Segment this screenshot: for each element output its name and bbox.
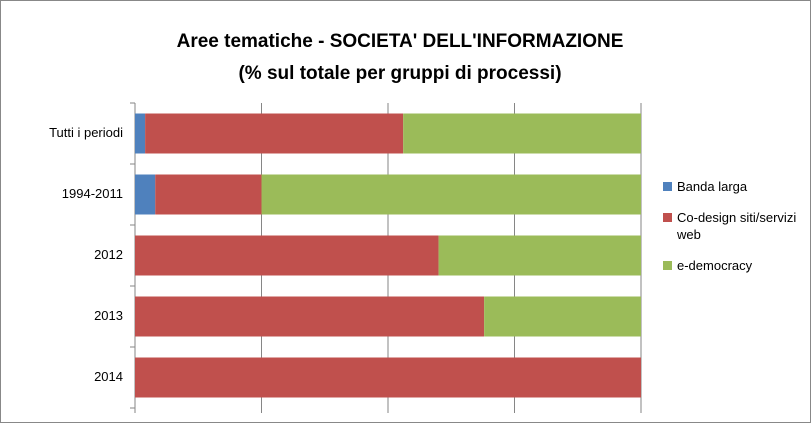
y-tick-label: 1994-2011 — [62, 186, 123, 201]
bar-segment — [135, 113, 146, 154]
y-tick-label: Tutti i periodi — [49, 125, 123, 140]
bar-segment — [261, 174, 641, 215]
legend-swatch — [663, 182, 672, 191]
chart-title: Aree tematiche - SOCIETA' DELL'INFORMAZI… — [177, 31, 624, 52]
y-tick-label: 2013 — [94, 308, 123, 323]
legend: Banda larga Co-design siti/servizi web e-d… — [663, 178, 803, 288]
bar-segment — [438, 235, 641, 276]
bar-segment — [484, 296, 641, 337]
legend-item: e-democracy — [663, 257, 803, 274]
legend-label: e-democracy — [677, 258, 753, 273]
legend-label: Banda larga — [677, 179, 748, 194]
bar-segment — [145, 113, 404, 154]
bar-segment — [135, 174, 156, 215]
bar-segment — [135, 296, 485, 337]
y-tick-label: 2014 — [94, 369, 123, 384]
legend-swatch — [663, 213, 672, 222]
bar-segment — [403, 113, 641, 154]
bar-segment — [135, 357, 641, 398]
legend-item: Banda larga — [663, 178, 803, 195]
bar-segment — [155, 174, 262, 215]
y-tick-label: 2012 — [94, 247, 123, 262]
legend-label: Co-design siti/servizi web — [677, 210, 797, 242]
legend-swatch — [663, 261, 672, 270]
bar-segment — [135, 235, 439, 276]
chart-title: (% sul totale per gruppi di processi) — [238, 63, 561, 84]
legend-item: Co-design siti/servizi web — [663, 209, 803, 243]
